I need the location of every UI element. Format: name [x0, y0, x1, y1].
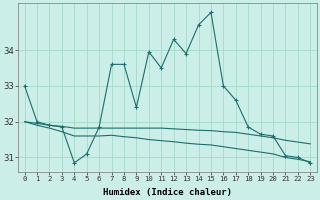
X-axis label: Humidex (Indice chaleur): Humidex (Indice chaleur) [103, 188, 232, 197]
